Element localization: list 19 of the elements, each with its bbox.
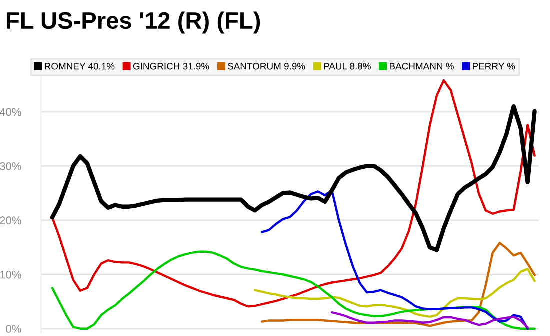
- line-series: [254, 268, 536, 318]
- line-series: [261, 189, 529, 330]
- line-series: [330, 311, 529, 329]
- legend-label: PERRY %: [473, 63, 516, 70]
- legend-label: SANTORUM 9.9%: [228, 63, 306, 70]
- y-tick-label: 30%: [0, 162, 22, 170]
- y-tick-label: 40%: [0, 108, 22, 116]
- y-tick-label: 0%: [6, 325, 22, 333]
- line-series: [261, 242, 536, 328]
- legend-label: BACHMANN %: [390, 63, 454, 70]
- line-series: [50, 104, 537, 252]
- y-tick-label: 10%: [0, 270, 22, 279]
- legend-label: GINGRICH 31.9%: [133, 63, 210, 70]
- line-series: [51, 79, 536, 308]
- y-tick-label: 20%: [0, 216, 22, 225]
- chart-title: FL US-Pres '12 (R) (FL): [7, 12, 260, 34]
- line-series: [51, 250, 536, 330]
- legend-label: PAUL 8.8%: [324, 63, 371, 70]
- legend-label: ROMNEY 40.1%: [45, 63, 115, 70]
